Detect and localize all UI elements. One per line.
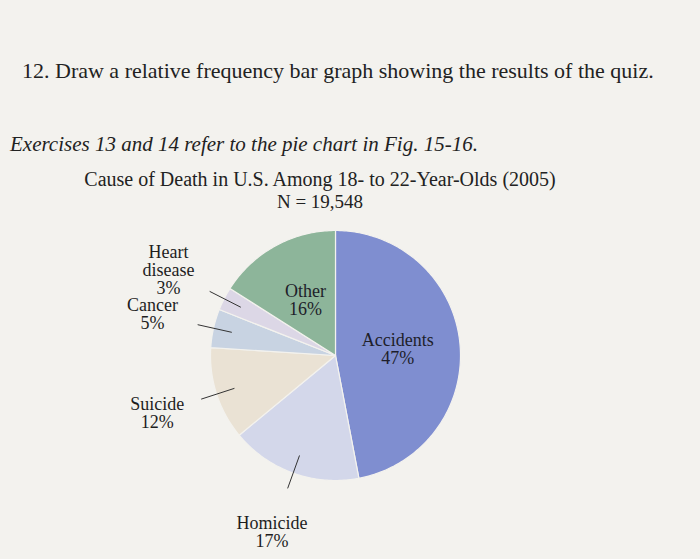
html-text:N = 19,548: N = 19,548 — [276, 191, 364, 212]
svg-text:Suicide12%: Suicide12% — [130, 394, 184, 432]
svg-text:Accidents47%: Accidents47% — [362, 330, 434, 368]
html-text:Exercises 13 and 14 refer to t: Exercises 13 and 14 refer to the pie cha… — [10, 132, 478, 156]
svg-text:Heartdisease3%: Heartdisease3% — [142, 242, 194, 298]
html-text:Cause of Death in U.S. Among 1: Cause of Death in U.S. Among 18- to 22-Y… — [84, 168, 556, 190]
svg-text:Homicide17%: Homicide17% — [236, 513, 307, 551]
svg-text:Other16%: Other16% — [285, 281, 326, 319]
svg-text:Cancer5%: Cancer5% — [127, 295, 178, 333]
html-text:12. Draw a relative frequency: 12. Draw a relative frequency bar graph … — [22, 58, 654, 83]
